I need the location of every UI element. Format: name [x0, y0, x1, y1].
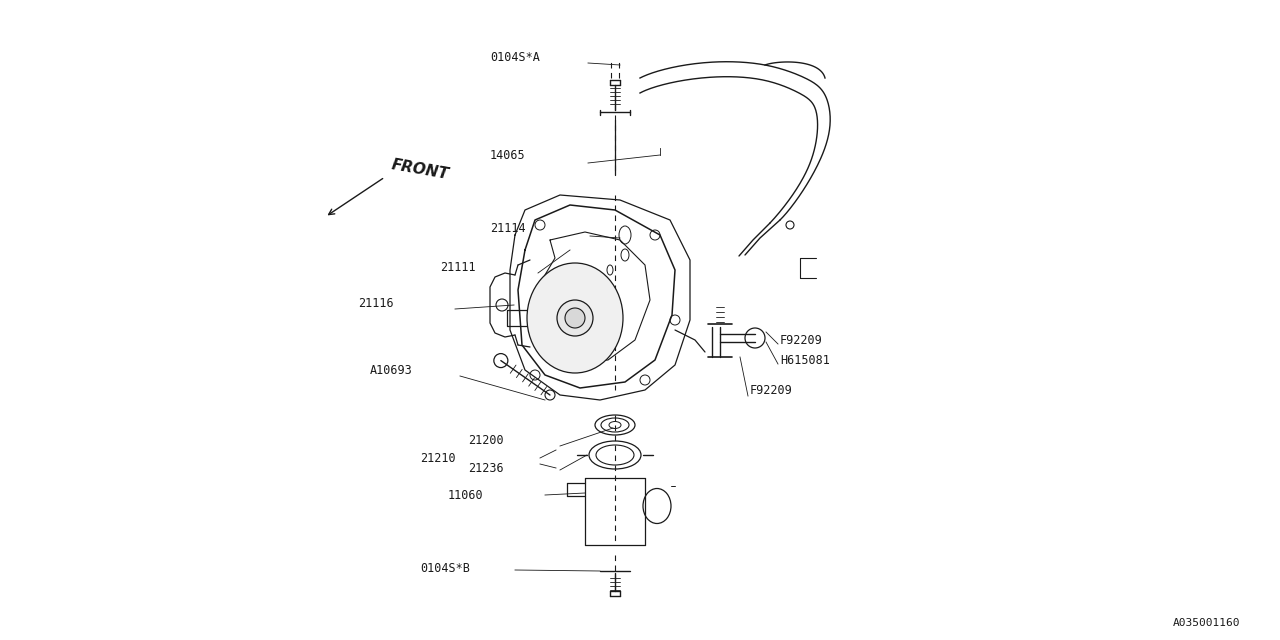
- Circle shape: [557, 300, 593, 336]
- Text: A035001160: A035001160: [1172, 618, 1240, 628]
- Text: 0104S*A: 0104S*A: [490, 51, 540, 63]
- Text: 14065: 14065: [490, 148, 526, 161]
- Text: FRONT: FRONT: [390, 157, 451, 182]
- Text: F92209: F92209: [750, 383, 792, 397]
- Text: 11060: 11060: [448, 488, 484, 502]
- Text: 21114: 21114: [490, 221, 526, 234]
- Text: 0104S*B: 0104S*B: [420, 561, 470, 575]
- Text: 21111: 21111: [440, 260, 476, 273]
- Text: 21236: 21236: [468, 461, 503, 474]
- Text: 21200: 21200: [468, 433, 503, 447]
- Circle shape: [564, 308, 585, 328]
- Ellipse shape: [527, 263, 623, 373]
- Text: F92209: F92209: [780, 333, 823, 346]
- Text: H615081: H615081: [780, 353, 829, 367]
- Text: 21210: 21210: [420, 451, 456, 465]
- Text: A10693: A10693: [370, 364, 412, 376]
- Text: 21116: 21116: [358, 296, 394, 310]
